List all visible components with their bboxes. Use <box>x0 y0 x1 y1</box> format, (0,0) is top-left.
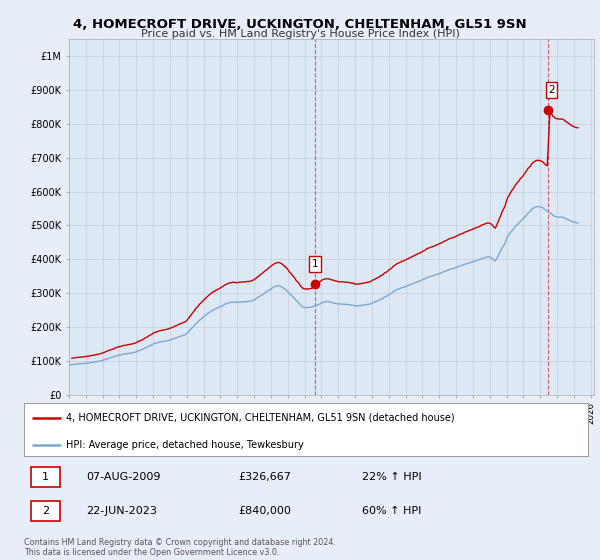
Text: 1: 1 <box>42 472 49 482</box>
Text: Contains HM Land Registry data © Crown copyright and database right 2024.
This d: Contains HM Land Registry data © Crown c… <box>24 538 336 557</box>
Text: Price paid vs. HM Land Registry's House Price Index (HPI): Price paid vs. HM Land Registry's House … <box>140 29 460 39</box>
Text: 60% ↑ HPI: 60% ↑ HPI <box>362 506 422 516</box>
Text: HPI: Average price, detached house, Tewkesbury: HPI: Average price, detached house, Tewk… <box>66 440 304 450</box>
Text: 2: 2 <box>42 506 49 516</box>
Text: 4, HOMECROFT DRIVE, UCKINGTON, CHELTENHAM, GL51 9SN: 4, HOMECROFT DRIVE, UCKINGTON, CHELTENHA… <box>73 18 527 31</box>
Text: 07-AUG-2009: 07-AUG-2009 <box>86 472 161 482</box>
Text: £326,667: £326,667 <box>238 472 291 482</box>
Text: 4, HOMECROFT DRIVE, UCKINGTON, CHELTENHAM, GL51 9SN (detached house): 4, HOMECROFT DRIVE, UCKINGTON, CHELTENHA… <box>66 413 455 423</box>
Text: £840,000: £840,000 <box>238 506 291 516</box>
FancyBboxPatch shape <box>31 501 60 521</box>
Text: 1: 1 <box>311 259 318 269</box>
Text: 22% ↑ HPI: 22% ↑ HPI <box>362 472 422 482</box>
Text: 22-JUN-2023: 22-JUN-2023 <box>86 506 157 516</box>
FancyBboxPatch shape <box>31 468 60 487</box>
Text: 2: 2 <box>548 85 555 95</box>
